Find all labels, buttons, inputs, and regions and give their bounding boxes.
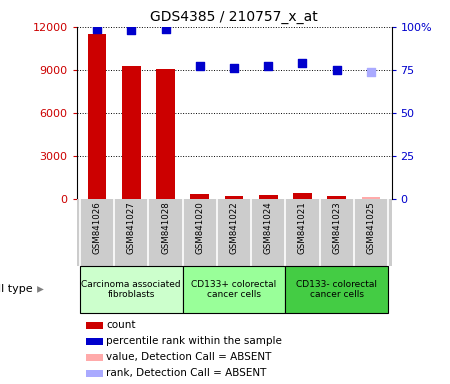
Bar	[86, 322, 104, 329]
Bar	[80, 266, 183, 313]
Point	[333, 67, 340, 73]
Title: GDS4385 / 210757_x_at: GDS4385 / 210757_x_at	[150, 10, 318, 25]
Point	[265, 63, 272, 70]
Text: GSM841020: GSM841020	[195, 202, 204, 254]
Bar	[225, 196, 243, 199]
Bar	[190, 194, 209, 199]
Text: count: count	[106, 320, 136, 330]
Point	[128, 27, 135, 33]
Bar	[86, 354, 104, 361]
Text: GSM841023: GSM841023	[332, 202, 341, 254]
Text: CD133- colorectal
cancer cells: CD133- colorectal cancer cells	[296, 280, 377, 299]
Text: GSM841026: GSM841026	[93, 202, 102, 254]
Bar	[361, 197, 380, 199]
Text: rank, Detection Call = ABSENT: rank, Detection Call = ABSENT	[106, 369, 267, 379]
Text: percentile rank within the sample: percentile rank within the sample	[106, 336, 282, 346]
Bar	[86, 370, 104, 377]
Bar	[293, 193, 312, 199]
Point	[196, 63, 203, 70]
Bar	[285, 266, 388, 313]
Text: GSM841028: GSM841028	[161, 202, 170, 254]
Bar	[183, 266, 285, 313]
Text: GSM841027: GSM841027	[127, 202, 136, 254]
Bar	[122, 66, 141, 199]
Text: GSM841024: GSM841024	[264, 202, 273, 254]
Text: GSM841021: GSM841021	[298, 202, 307, 254]
Point	[162, 25, 169, 31]
Bar	[156, 69, 175, 199]
Bar	[259, 195, 278, 199]
Text: GSM841022: GSM841022	[230, 202, 238, 254]
Text: cell type: cell type	[0, 285, 32, 295]
Text: Carcinoma associated
fibroblasts: Carcinoma associated fibroblasts	[81, 280, 181, 299]
Point	[299, 60, 306, 66]
Bar	[86, 338, 104, 345]
Bar	[88, 34, 107, 199]
Bar	[327, 196, 346, 199]
Text: GSM841025: GSM841025	[366, 202, 375, 254]
Point	[367, 68, 374, 74]
Point	[230, 65, 238, 71]
Point	[94, 25, 101, 31]
Text: CD133+ colorectal
cancer cells: CD133+ colorectal cancer cells	[191, 280, 277, 299]
Text: value, Detection Call = ABSENT: value, Detection Call = ABSENT	[106, 353, 272, 362]
